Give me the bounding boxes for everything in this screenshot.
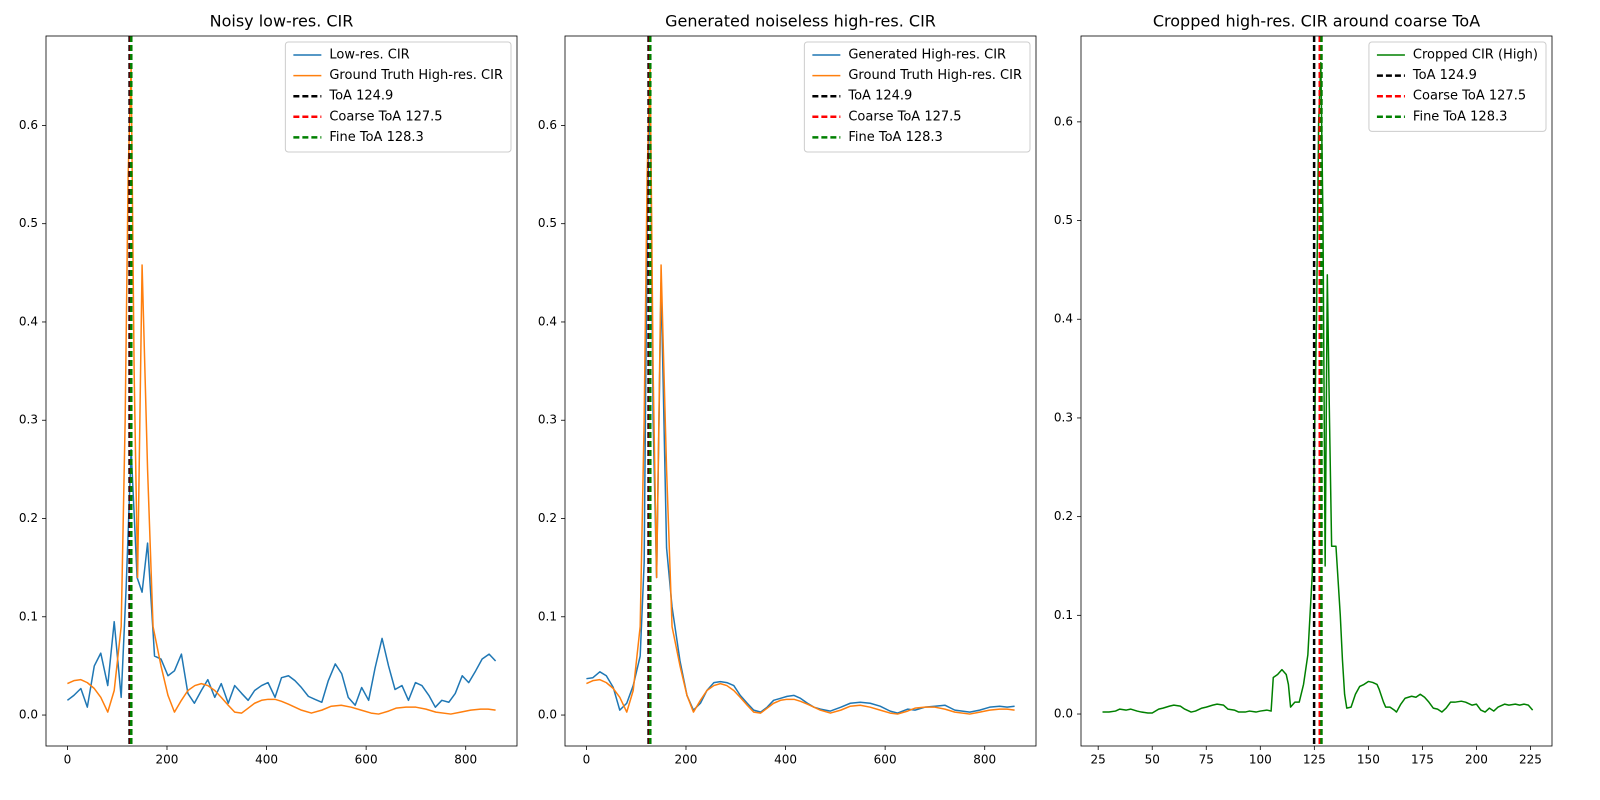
plot-area [66,36,497,746]
legend-label: ToA 124.9 [328,89,393,104]
chart-title: Generated noiseless high-res. CIR [665,12,936,31]
y-tick-label: 0.0 [538,708,557,722]
x-tick-label: 0 [583,753,591,767]
chart-title: Noisy low-res. CIR [210,12,354,31]
x-tick-label: 600 [355,753,378,767]
x-tick-label: 600 [874,753,897,767]
x-tick-label: 25 [1091,753,1106,767]
y-tick-label: 0.6 [19,118,38,132]
legend-label: Fine ToA 128.3 [329,130,423,145]
plot-area [1102,36,1534,746]
legend-label: Ground Truth High-res. CIR [848,68,1022,83]
x-tick-label: 0 [64,753,72,767]
series-line [67,65,496,715]
x-tick-label: 100 [1249,753,1272,767]
y-tick-label: 0.6 [538,118,557,132]
y-tick-label: 0.2 [1054,509,1073,523]
x-tick-label: 400 [774,753,797,767]
y-tick-label: 0.0 [1054,707,1073,721]
y-tick-label: 0.4 [19,314,38,328]
x-tick-label: 800 [454,753,477,767]
legend: Cropped CIR (High) ToA 124.9 Coarse ToA 12… [1368,41,1547,132]
legend-box [803,41,1031,153]
series-line [586,65,1015,715]
y-tick-label: 0.2 [538,511,557,525]
y-tick-label: 0.1 [1054,608,1073,622]
legend-label: Coarse ToA 127.5 [1413,89,1526,104]
series-line [1102,61,1534,714]
legend-box [1368,41,1547,132]
legend-label: Coarse ToA 127.5 [329,109,442,124]
y-tick-label: 0.5 [19,216,38,230]
series-line [66,448,497,708]
legend: Low-res. CIR Ground Truth High-res. CIR To… [284,41,512,153]
legend-label: ToA 124.9 [847,89,912,104]
x-tick-label: 800 [973,753,996,767]
axes-frame [45,35,518,747]
y-tick-label: 0.5 [1054,213,1073,227]
axes-frame [1080,35,1553,747]
y-tick-label: 0.3 [19,413,38,427]
y-tick-label: 0.1 [538,609,557,623]
legend-label: Ground Truth High-res. CIR [329,68,503,83]
x-tick-label: 50 [1145,753,1160,767]
legend-label: Fine ToA 128.3 [848,130,942,145]
legend-label: Cropped CIR (High) [1413,48,1538,63]
y-tick-label: 0.1 [19,609,38,623]
x-tick-label: 125 [1303,753,1326,767]
legend-box [284,41,512,153]
y-tick-label: 0.6 [1054,114,1073,128]
x-tick-label: 225 [1519,753,1542,767]
y-tick-label: 0.0 [19,708,38,722]
legend: Generated High-res. CIR Ground Truth High… [803,41,1031,153]
y-tick-label: 0.2 [19,511,38,525]
y-tick-label: 0.3 [1054,410,1073,424]
x-tick-label: 200 [675,753,698,767]
x-tick-label: 175 [1411,753,1434,767]
axes-frame [564,35,1037,747]
legend-label: Generated High-res. CIR [848,48,1006,63]
y-tick-label: 0.4 [538,314,557,328]
x-tick-label: 150 [1357,753,1380,767]
legend-label: Low-res. CIR [329,48,409,63]
x-tick-label: 75 [1199,753,1214,767]
y-tick-label: 0.3 [538,413,557,427]
plot-area [586,36,1015,746]
x-tick-label: 400 [255,753,278,767]
x-tick-label: 200 [156,753,179,767]
chart-title: Cropped high-res. CIR around coarse ToA [1153,12,1480,31]
legend-label: ToA 124.9 [1412,68,1477,83]
legend-label: Coarse ToA 127.5 [848,109,961,124]
x-tick-label: 200 [1465,753,1488,767]
y-tick-label: 0.5 [538,216,557,230]
series-line [586,75,1015,714]
y-tick-label: 0.4 [1054,312,1073,326]
legend-label: Fine ToA 128.3 [1413,109,1507,124]
